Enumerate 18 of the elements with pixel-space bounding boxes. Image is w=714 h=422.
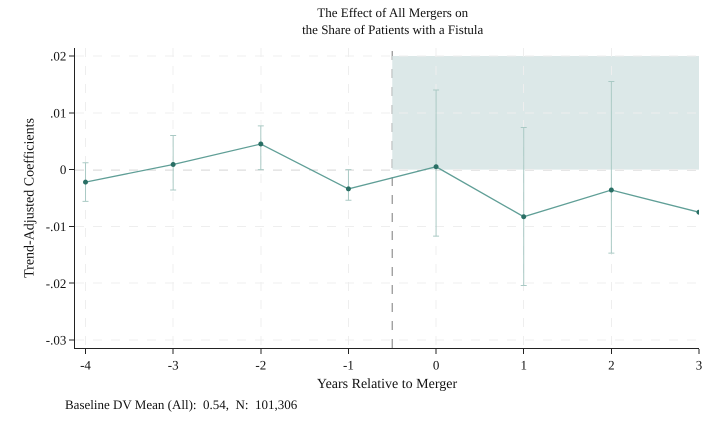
- y-tick-label: .02: [50, 48, 66, 64]
- x-axis-title: Years Relative to Merger: [316, 376, 458, 392]
- x-tick-label: -1: [343, 358, 354, 373]
- y-tick-label: -.02: [46, 276, 66, 291]
- text: Baseline DV Mean (All): 0.54, N: 101,306: [65, 397, 298, 412]
- y-axis-title: Trend-Adjusted Coefficients: [22, 118, 38, 278]
- x-tick-label: 2: [608, 358, 615, 373]
- y-tick-label: .01: [50, 105, 66, 120]
- x-tick-label: 3: [696, 358, 702, 373]
- x-tick-label: -2: [255, 358, 266, 373]
- x-tick-label: -4: [80, 358, 92, 373]
- chart-title: The Effect of All Mergers on the Share of Patients with a Fistula: [302, 4, 484, 37]
- x-tick-label: 1: [520, 358, 527, 373]
- y-tick-label: 0: [60, 162, 66, 178]
- y-tick-label: -.01: [46, 218, 66, 234]
- x-tick-label: -3: [168, 358, 179, 373]
- x-tick-label: 0: [432, 358, 440, 373]
- y-tick-label: -.03: [46, 332, 66, 348]
